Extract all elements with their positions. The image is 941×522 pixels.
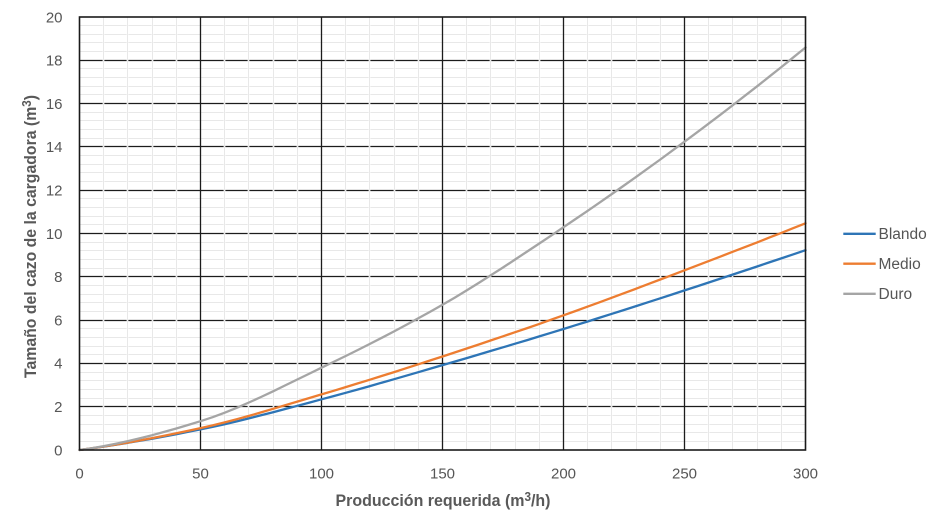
svg-text:16: 16 — [46, 96, 63, 113]
svg-text:Producción requerida (m3/h): Producción requerida (m3/h) — [336, 490, 551, 510]
svg-text:Tamaño del cazo de la cargador: Tamaño del cazo de la cargadora (m3) — [20, 95, 40, 378]
svg-text:14: 14 — [46, 139, 63, 156]
svg-text:18: 18 — [46, 53, 63, 70]
svg-text:20: 20 — [46, 9, 63, 26]
svg-text:50: 50 — [192, 466, 209, 483]
svg-text:2: 2 — [54, 399, 62, 416]
svg-text:Medio: Medio — [879, 256, 921, 273]
svg-text:200: 200 — [551, 466, 576, 483]
svg-text:10: 10 — [46, 226, 63, 243]
svg-text:4: 4 — [54, 356, 62, 373]
svg-text:250: 250 — [672, 466, 697, 483]
svg-text:0: 0 — [54, 442, 62, 459]
svg-text:8: 8 — [54, 269, 62, 286]
svg-text:0: 0 — [75, 466, 83, 483]
svg-text:6: 6 — [54, 312, 62, 329]
svg-text:300: 300 — [793, 466, 818, 483]
svg-text:Duro: Duro — [879, 286, 913, 303]
svg-text:100: 100 — [309, 466, 334, 483]
svg-text:Blando: Blando — [879, 226, 927, 243]
svg-text:150: 150 — [430, 466, 455, 483]
svg-text:12: 12 — [46, 183, 63, 200]
